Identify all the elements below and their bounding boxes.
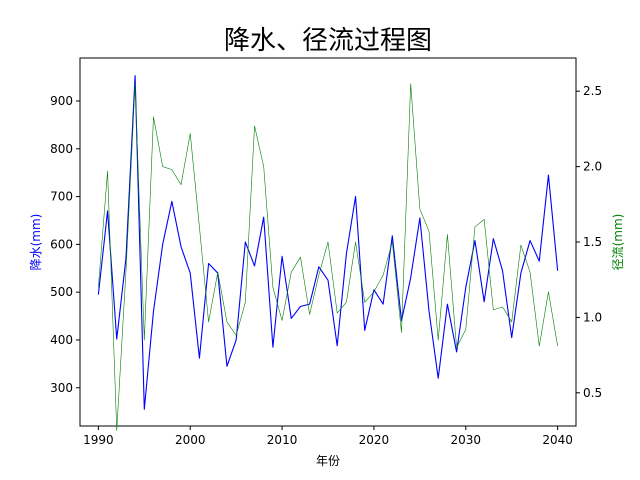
y-right-tick-label: 1.5 bbox=[583, 235, 602, 249]
x-tick-label: 2010 bbox=[267, 433, 298, 447]
x-axis-label: 年份 bbox=[316, 454, 340, 468]
x-tick-label: 2040 bbox=[542, 433, 573, 447]
y-axis-right-ticks: 0.5 1.0 1.5 2.0 2.5 bbox=[576, 84, 602, 400]
y-left-tick-label: 400 bbox=[50, 333, 73, 347]
y-axis-left-label: 降水(mm) bbox=[29, 214, 43, 271]
y-left-tick-label: 500 bbox=[50, 285, 73, 299]
chart-title: 降水、径流过程图 bbox=[224, 26, 432, 56]
x-tick-label: 2020 bbox=[359, 433, 390, 447]
y-left-tick-label: 700 bbox=[50, 190, 73, 204]
y-axis-left-ticks: 300 400 500 600 700 800 900 bbox=[50, 94, 80, 395]
plot-layer bbox=[97, 75, 559, 431]
y-left-tick-label: 600 bbox=[50, 237, 73, 251]
y-left-tick-label: 900 bbox=[50, 94, 73, 108]
y-left-tick-label: 300 bbox=[50, 381, 73, 395]
y-right-tick-label: 0.5 bbox=[583, 386, 602, 400]
x-tick-label: 1990 bbox=[83, 433, 114, 447]
x-tick-label: 2030 bbox=[451, 433, 482, 447]
y-left-tick-label: 800 bbox=[50, 142, 73, 156]
precipitation-series-line bbox=[97, 75, 559, 410]
y-right-tick-label: 2.5 bbox=[583, 84, 602, 98]
y-right-tick-label: 1.0 bbox=[583, 310, 602, 324]
y-axis-right-label: 径流(mm) bbox=[611, 214, 625, 271]
runoff-series-line bbox=[98, 83, 558, 431]
x-axis-ticks: 1990 2000 2010 2020 2030 2040 bbox=[83, 426, 573, 447]
y-right-tick-label: 2.0 bbox=[583, 160, 602, 174]
x-tick-label: 2000 bbox=[175, 433, 206, 447]
